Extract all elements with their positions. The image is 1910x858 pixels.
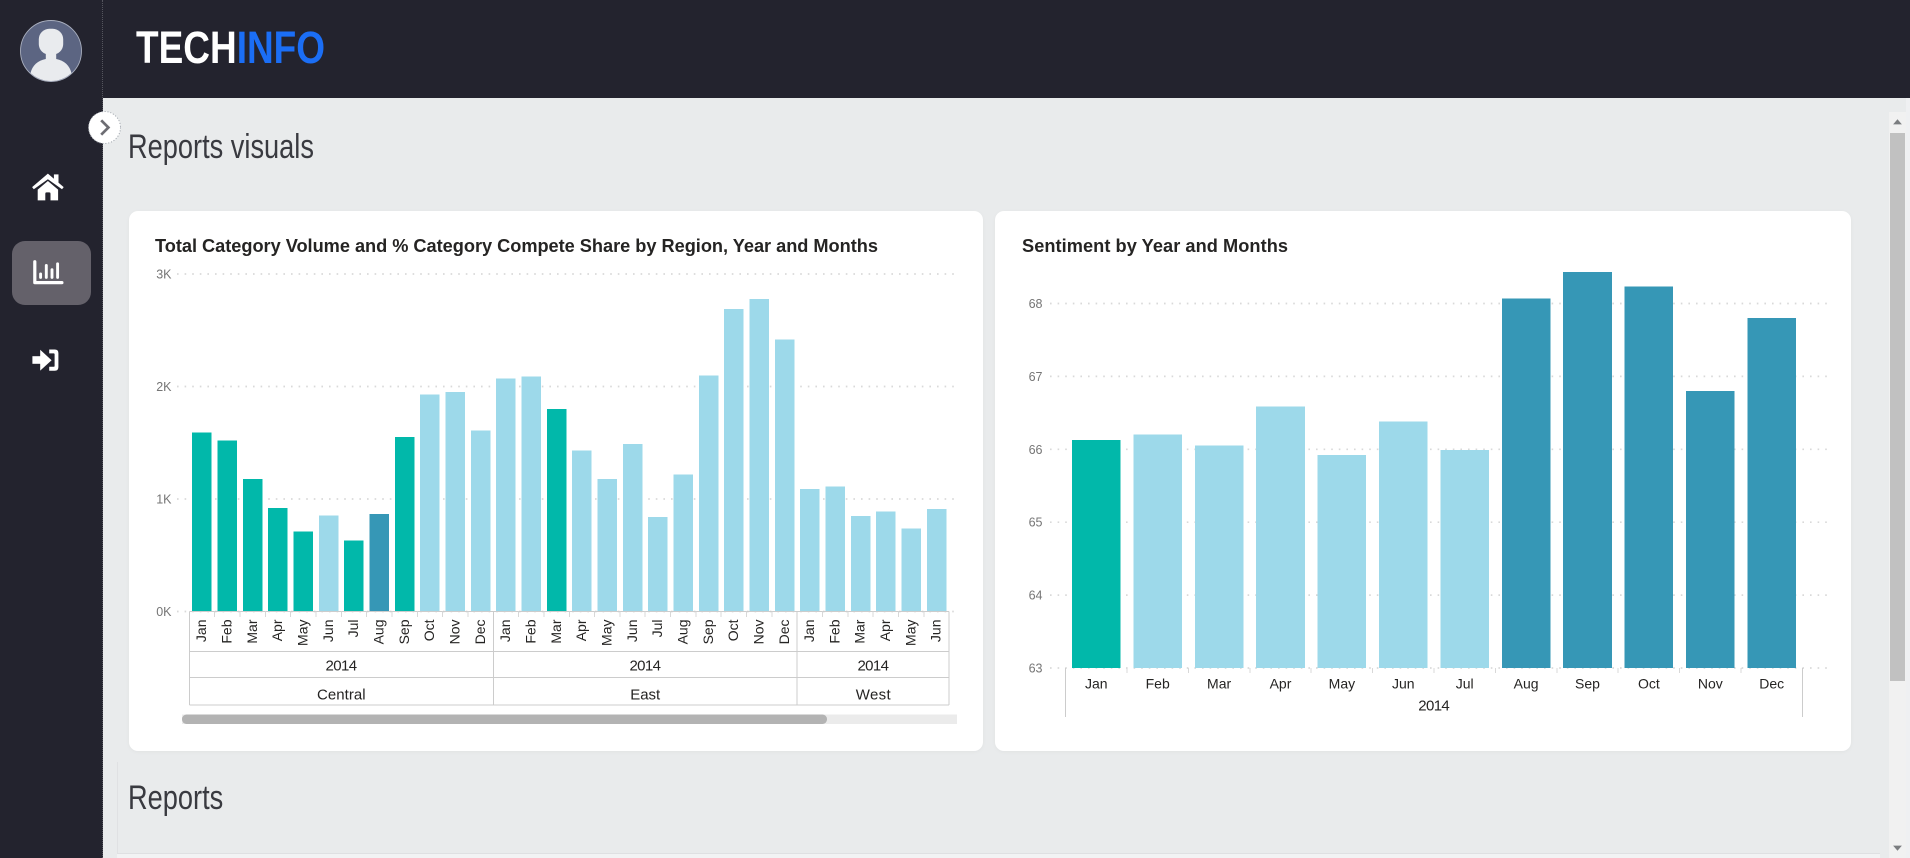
svg-text:Jul: Jul [649, 620, 665, 638]
svg-text:Feb: Feb [826, 619, 842, 643]
svg-text:Apr: Apr [573, 619, 589, 641]
svg-text:Jun: Jun [624, 620, 640, 643]
svg-text:66: 66 [1029, 443, 1043, 457]
svg-text:Dec: Dec [776, 620, 792, 645]
svg-text:Mar: Mar [244, 619, 260, 643]
svg-text:Oct: Oct [725, 619, 741, 641]
svg-text:Jun: Jun [928, 620, 944, 643]
svg-text:Central: Central [317, 687, 365, 704]
svg-text:Nov: Nov [1698, 676, 1723, 692]
svg-text:Jul: Jul [1456, 676, 1474, 692]
svg-text:Nov: Nov [750, 620, 766, 645]
svg-text:Sep: Sep [396, 619, 412, 644]
svg-text:Aug: Aug [674, 620, 690, 645]
svg-text:Apr: Apr [1270, 676, 1292, 692]
svg-text:2014: 2014 [326, 658, 358, 675]
svg-text:3K: 3K [156, 268, 172, 282]
svg-text:Jan: Jan [801, 620, 817, 643]
svg-text:Oct: Oct [421, 619, 437, 641]
svg-text:63: 63 [1029, 662, 1043, 676]
svg-text:May: May [1329, 676, 1355, 692]
svg-text:Jan: Jan [497, 620, 513, 643]
svg-text:64: 64 [1029, 589, 1043, 603]
svg-text:May: May [295, 620, 311, 646]
svg-text:Apr: Apr [877, 619, 893, 641]
svg-text:67: 67 [1029, 370, 1043, 384]
svg-text:Jul: Jul [345, 620, 361, 638]
svg-text:Sentiment by Year and Months: Sentiment by Year and Months [1022, 236, 1288, 256]
svg-text:Total Category Volume and % Ca: Total Category Volume and % Category Com… [155, 236, 878, 256]
svg-text:May: May [598, 620, 614, 646]
svg-text:Jun: Jun [320, 620, 336, 643]
svg-text:May: May [902, 620, 918, 646]
svg-text:2014: 2014 [857, 658, 889, 675]
svg-text:2K: 2K [156, 380, 172, 394]
svg-text:0K: 0K [156, 605, 172, 619]
svg-text:68: 68 [1029, 297, 1043, 311]
svg-text:2014: 2014 [629, 658, 661, 675]
svg-text:Nov: Nov [447, 620, 463, 645]
svg-text:Feb: Feb [523, 619, 539, 643]
svg-text:2014: 2014 [1418, 698, 1450, 715]
svg-text:Aug: Aug [371, 620, 387, 645]
svg-text:Feb: Feb [219, 619, 235, 643]
svg-text:65: 65 [1029, 516, 1043, 530]
svg-text:Feb: Feb [1146, 676, 1170, 692]
svg-text:East: East [630, 687, 661, 704]
svg-text:Jan: Jan [193, 620, 209, 643]
svg-text:Jun: Jun [1392, 676, 1415, 692]
svg-text:Sep: Sep [1575, 676, 1600, 692]
svg-text:Oct: Oct [1638, 676, 1660, 692]
svg-text:Jan: Jan [1085, 676, 1108, 692]
svg-text:Dec: Dec [472, 620, 488, 645]
svg-text:Sep: Sep [700, 619, 716, 644]
svg-text:Aug: Aug [1514, 676, 1539, 692]
svg-text:West: West [856, 687, 892, 704]
svg-text:Mar: Mar [852, 619, 868, 643]
svg-text:Mar: Mar [1207, 676, 1231, 692]
svg-text:Dec: Dec [1759, 676, 1784, 692]
svg-text:1K: 1K [156, 493, 172, 507]
svg-text:Mar: Mar [548, 619, 564, 643]
svg-text:Apr: Apr [269, 619, 285, 641]
